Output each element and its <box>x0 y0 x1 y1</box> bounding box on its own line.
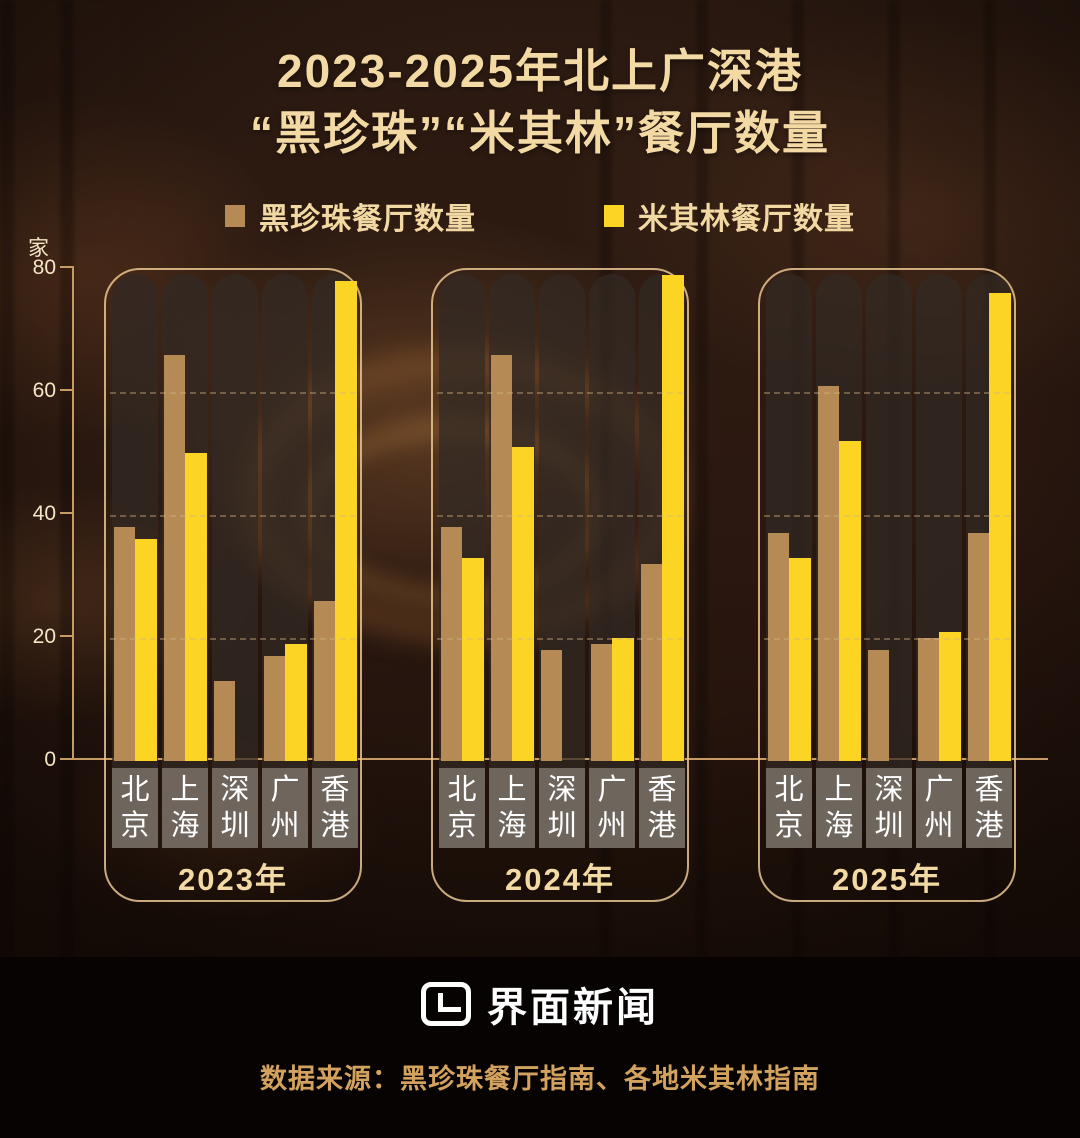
legend-item-michelin: 米其林餐厅数量 <box>604 194 855 238</box>
michelin-bar <box>662 274 684 761</box>
city-label: 北 京 <box>112 768 158 848</box>
city-label: 香 港 <box>639 768 685 848</box>
y-tick-label: 40 <box>32 501 56 525</box>
y-tick-label: 20 <box>32 624 56 648</box>
city-label: 广 州 <box>589 768 635 848</box>
city-label: 深 圳 <box>212 768 258 848</box>
city-label: 上 海 <box>816 768 862 848</box>
gridline <box>437 391 683 394</box>
year-capsule: 北 京上 海深 圳广 州香 港 2024年 <box>431 268 689 902</box>
black-pearl-swatch <box>225 205 245 227</box>
michelin-bar <box>335 280 357 761</box>
chart-title-line1: 2023-2025年北上广深港 <box>277 45 803 97</box>
black-pearl-bar <box>591 644 612 761</box>
year-label: 2023年 <box>178 862 288 897</box>
city-column <box>866 274 912 848</box>
michelin-bar <box>135 539 157 761</box>
y-axis-unit: 家 <box>28 237 49 260</box>
gridline <box>110 514 356 517</box>
michelin-bar <box>612 637 634 761</box>
city-label: 上 海 <box>489 768 535 848</box>
michelin-bar <box>185 453 207 762</box>
city-label: 北 京 <box>439 768 485 848</box>
michelin-bar <box>789 557 811 761</box>
city-column <box>539 274 585 848</box>
city-label: 北 京 <box>766 768 812 848</box>
city-label: 上 海 <box>162 768 208 848</box>
black-pearl-bar <box>214 680 235 761</box>
black-pearl-bar <box>541 650 562 761</box>
year-label: 2024年 <box>505 862 615 897</box>
black-pearl-bar <box>164 354 185 761</box>
michelin-bar <box>839 440 861 762</box>
brand: 界面新闻 <box>0 975 1080 1033</box>
y-tick-label: 60 <box>32 378 56 402</box>
y-tick-mark <box>60 388 74 391</box>
city-label: 广 州 <box>262 768 308 848</box>
city-label: 深 圳 <box>866 768 912 848</box>
brand-name: 界面新闻 <box>487 986 659 1030</box>
year-label: 2025年 <box>832 862 942 897</box>
city-label: 香 港 <box>966 768 1012 848</box>
black-pearl-bar <box>968 533 989 761</box>
gridline <box>764 391 1010 394</box>
gridline <box>764 514 1010 517</box>
michelin-bar <box>939 631 961 762</box>
gridline <box>110 637 356 640</box>
legend-item-black-pearl: 黑珍珠餐厅数量 <box>225 194 476 238</box>
gridline <box>110 391 356 394</box>
michelin-bar <box>462 557 484 761</box>
chart-title: 2023-2025年北上广深港 “黑珍珠”“米其林”餐厅数量 <box>0 40 1080 164</box>
black-pearl-bar <box>918 637 939 761</box>
michelin-bar <box>989 293 1011 762</box>
black-pearl-bar <box>114 527 135 761</box>
year-capsule: 北 京上 海深 圳广 州香 港 2023年 <box>104 268 362 902</box>
city-column <box>262 274 308 848</box>
black-pearl-bar <box>264 656 285 761</box>
black-pearl-bar <box>441 527 462 761</box>
black-pearl-bar <box>314 600 335 761</box>
city-label: 广 州 <box>916 768 962 848</box>
chart-title-line2: “黑珍珠”“米其林”餐厅数量 <box>250 107 830 159</box>
city-label: 深 圳 <box>539 768 585 848</box>
michelin-bar <box>512 447 534 761</box>
city-column <box>212 274 258 848</box>
jiemian-logo-icon <box>421 982 471 1026</box>
michelin-swatch <box>604 205 624 227</box>
y-tick-mark <box>60 511 74 514</box>
legend-label-michelin: 米其林餐厅数量 <box>638 203 855 236</box>
city-column <box>589 274 635 848</box>
black-pearl-bar <box>491 354 512 761</box>
city-label: 香 港 <box>312 768 358 848</box>
jiemian-logo-glyph <box>437 992 461 1012</box>
gridline <box>437 637 683 640</box>
y-tick-label: 80 <box>32 255 56 279</box>
year-capsule: 北 京上 海深 圳广 州香 港 2025年 <box>758 268 1016 902</box>
data-source: 数据来源：黑珍珠餐厅指南、各地米其林指南 <box>260 1064 820 1094</box>
michelin-bar <box>285 644 307 761</box>
black-pearl-bar <box>768 533 789 761</box>
black-pearl-bar <box>868 650 889 761</box>
gridline <box>437 514 683 517</box>
footer-band: 界面新闻 数据来源：黑珍珠餐厅指南、各地米其林指南 <box>0 957 1080 1138</box>
y-tick-mark <box>60 265 74 268</box>
y-tick-label: 0 <box>44 748 56 771</box>
y-tick-mark <box>60 634 74 637</box>
legend: 黑珍珠餐厅数量 米其林餐厅数量 <box>0 194 1080 238</box>
black-pearl-bar <box>641 564 662 762</box>
city-column <box>916 274 962 848</box>
black-pearl-bar <box>818 385 839 762</box>
y-tick-mark <box>60 758 74 760</box>
legend-label-black-pearl: 黑珍珠餐厅数量 <box>259 203 476 236</box>
gridline <box>764 637 1010 640</box>
